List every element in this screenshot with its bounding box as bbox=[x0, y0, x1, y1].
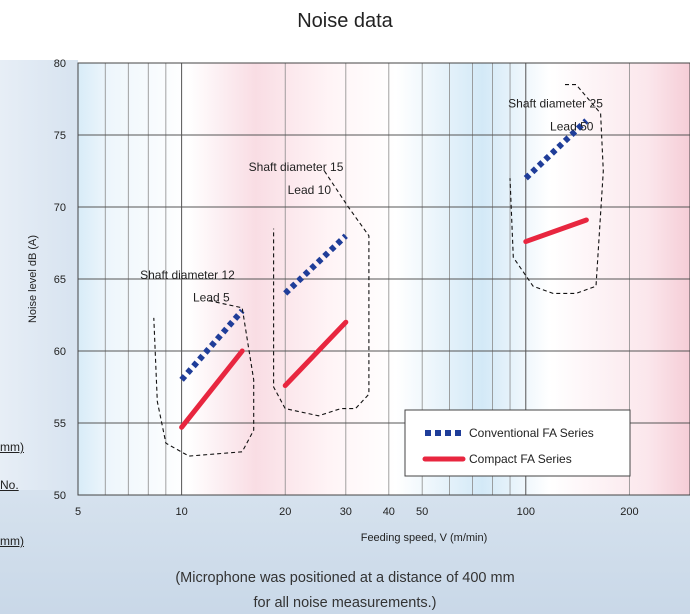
compact-series-line-0 bbox=[179, 348, 245, 430]
y-tick-label: 65 bbox=[54, 274, 66, 286]
annotation-label: Shaft diameter 12 bbox=[140, 268, 235, 282]
annotation-label: Shaft diameter 15 bbox=[249, 160, 344, 174]
footer-background bbox=[0, 490, 690, 614]
side-label-number: No. bbox=[0, 478, 19, 492]
compact-series-line-2 bbox=[523, 217, 589, 245]
annotation-label: Lead 10 bbox=[288, 183, 332, 197]
x-tick-label: 20 bbox=[279, 506, 291, 518]
page-title: Noise data bbox=[297, 10, 393, 32]
x-tick-label: 10 bbox=[175, 506, 187, 518]
y-tick-label: 75 bbox=[54, 130, 66, 142]
x-tick-label: 30 bbox=[340, 506, 352, 518]
legend-box bbox=[404, 409, 631, 477]
x-axis-label: Feeding speed, V (m/min) bbox=[361, 532, 488, 544]
side-label-dimension-2: mm) bbox=[0, 534, 24, 548]
x-tick-label: 5 bbox=[75, 506, 81, 518]
annotation-label: Lead 50 bbox=[550, 120, 594, 134]
x-tick-label: 50 bbox=[416, 506, 428, 518]
left-panel-background bbox=[0, 60, 78, 490]
footnote-line-2: for all noise measurements.) bbox=[253, 595, 437, 611]
y-tick-label: 60 bbox=[54, 346, 66, 358]
footnote-line-1: (Microphone was positioned at a distance… bbox=[175, 570, 515, 586]
y-tick-label: 55 bbox=[54, 418, 66, 430]
y-tick-label: 70 bbox=[54, 202, 66, 214]
x-tick-label: 200 bbox=[620, 506, 638, 518]
conventional-series-line-1 bbox=[283, 233, 348, 296]
conventional-series-line-2 bbox=[523, 118, 589, 181]
y-tick-label: 50 bbox=[54, 490, 66, 502]
compact-series-line-1 bbox=[282, 319, 349, 389]
plot-frame bbox=[77, 62, 690, 496]
x-tick-label: 100 bbox=[517, 506, 535, 518]
x-tick-label: 40 bbox=[383, 506, 395, 518]
y-tick-label: 80 bbox=[54, 58, 66, 70]
y-axis-label: Noise level dB (A) bbox=[27, 235, 39, 323]
annotation-label: Lead 5 bbox=[193, 290, 230, 304]
annotation-label: Shaft diameter 25 bbox=[508, 97, 603, 111]
group-outline-0 bbox=[153, 300, 255, 457]
legend-label: Compact FA Series bbox=[469, 452, 572, 466]
legend-label: Conventional FA Series bbox=[469, 426, 594, 440]
group-outline-2 bbox=[509, 84, 604, 294]
conventional-series-line-0 bbox=[179, 308, 245, 382]
side-label-dimension: mm) bbox=[0, 440, 24, 454]
